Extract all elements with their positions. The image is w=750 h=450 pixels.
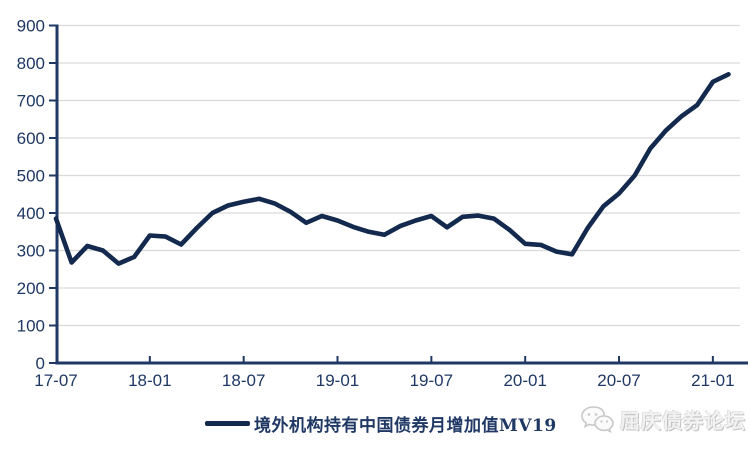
y-axis-label: 500 <box>17 167 45 186</box>
chart-legend: 境外机构持有中国债券月增加值MV19 <box>205 411 557 436</box>
data-series-line <box>53 72 731 266</box>
y-axis-label: 700 <box>17 92 45 111</box>
x-axis-label: 17-07 <box>34 371 77 390</box>
y-axis-label: 300 <box>17 242 45 261</box>
y-axis-label: 200 <box>17 279 45 298</box>
x-axis-label: 20-07 <box>597 371 640 390</box>
x-axis-label: 19-07 <box>410 371 453 390</box>
legend-line-swatch <box>205 421 250 426</box>
x-axis-label: 18-01 <box>128 371 171 390</box>
y-axis-label: 0 <box>36 354 45 373</box>
y-axis-label: 600 <box>17 129 45 148</box>
wechat-icon <box>581 406 614 434</box>
y-axis-label: 100 <box>17 317 45 336</box>
x-axis-label: 19-01 <box>316 371 359 390</box>
watermark-text: 屈庆债券论坛 <box>620 410 746 433</box>
y-axis-label: 400 <box>17 204 45 223</box>
x-axis-label: 21-01 <box>691 371 734 390</box>
y-axis-label: 800 <box>17 54 45 73</box>
x-axis-label: 20-01 <box>503 371 546 390</box>
watermark: 屈庆债券论坛 <box>580 404 746 434</box>
legend-series-label: 境外机构持有中国债券月增加值MV19 <box>254 416 557 436</box>
y-axis-label: 900 <box>17 17 45 36</box>
x-axis-label: 18-07 <box>222 371 265 390</box>
